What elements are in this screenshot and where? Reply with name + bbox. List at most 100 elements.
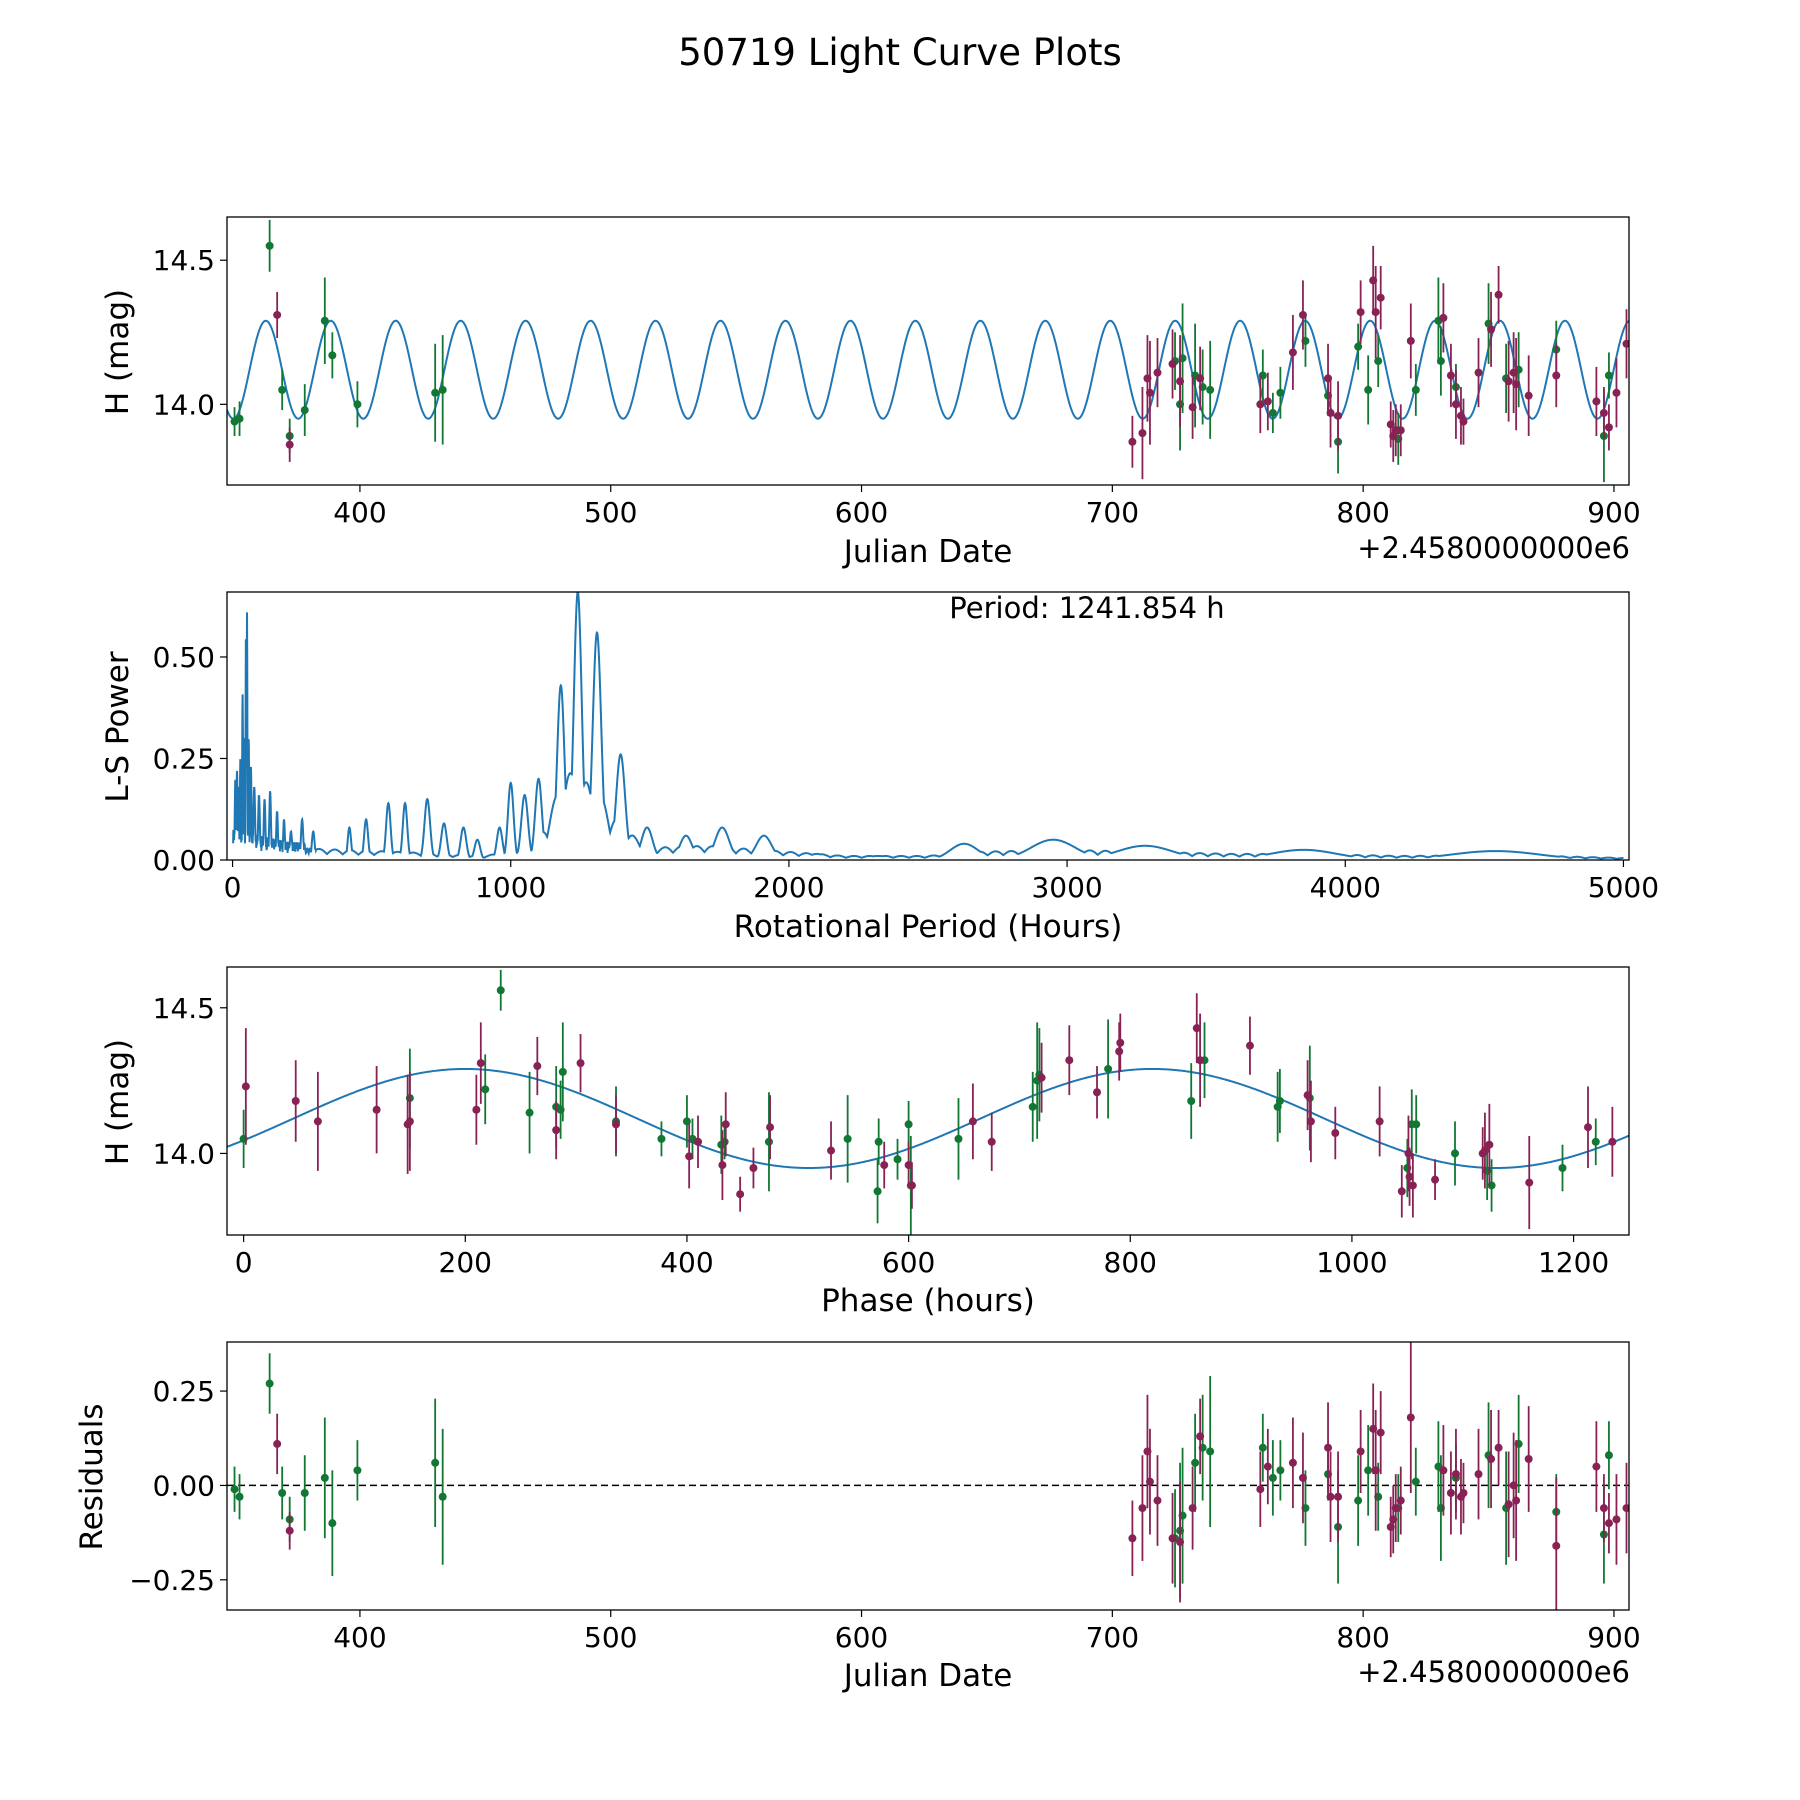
data-point-green bbox=[764, 1137, 773, 1146]
data-point-red bbox=[1512, 1496, 1521, 1505]
data-point-red bbox=[1446, 1488, 1455, 1497]
light_curve-x-tick-label: 600 bbox=[835, 496, 888, 529]
residuals-axes-frame bbox=[226, 1341, 1630, 1611]
periodogram-plot-area bbox=[232, 592, 1624, 860]
light_curve-x-tick-label: 500 bbox=[584, 496, 637, 529]
data-point-green bbox=[1258, 1443, 1267, 1452]
data-point-red bbox=[1592, 1462, 1601, 1471]
data-point-green bbox=[1364, 1466, 1373, 1475]
data-point-red bbox=[766, 1123, 775, 1132]
phased-fit-curve bbox=[227, 1067, 1629, 1169]
phased-x-tick-label: 200 bbox=[439, 1246, 492, 1279]
data-point-red bbox=[694, 1137, 703, 1146]
phased-y-label: H (mag) bbox=[100, 1039, 136, 1165]
data-point-red bbox=[1599, 1504, 1608, 1513]
data-point-green bbox=[1276, 1466, 1285, 1475]
residuals-plot-area bbox=[227, 1342, 1629, 1610]
data-point-red bbox=[1451, 400, 1460, 409]
data-point-green bbox=[1276, 388, 1285, 397]
data-point-red bbox=[880, 1161, 889, 1170]
data-point-green bbox=[558, 1067, 567, 1076]
data-point-red bbox=[1376, 293, 1385, 302]
phased-x-label: Phase (hours) bbox=[821, 1283, 1035, 1319]
phased-x-tick-label: 0 bbox=[235, 1246, 253, 1279]
light_curve-axes-frame bbox=[226, 216, 1630, 486]
data-point-green bbox=[230, 1485, 239, 1494]
data-point-red bbox=[721, 1120, 730, 1129]
data-point-green bbox=[873, 1187, 882, 1196]
residuals-x-tick-label: 400 bbox=[333, 1621, 386, 1654]
data-point-green bbox=[1604, 1451, 1613, 1460]
periodogram-axes-frame bbox=[226, 591, 1630, 861]
data-point-red bbox=[533, 1062, 542, 1071]
light-curve-x-offset: +2.4580000000e6 bbox=[1357, 531, 1630, 565]
data-point-red bbox=[1334, 411, 1343, 420]
data-point-red bbox=[749, 1164, 758, 1172]
data-point-red bbox=[291, 1097, 300, 1105]
data-point-green bbox=[438, 1492, 447, 1501]
data-point-red bbox=[1474, 368, 1483, 377]
data-point-red bbox=[1303, 1091, 1312, 1100]
data-point-red bbox=[1356, 308, 1365, 317]
light-curve-x-label: Julian Date bbox=[842, 534, 1013, 570]
data-point-green bbox=[265, 241, 274, 250]
data-point-red bbox=[1196, 374, 1205, 383]
data-point-green bbox=[1206, 385, 1215, 394]
phased-panel: Phase (hours) H (mag) 0 200 400 600 800 1000 1… bbox=[100, 966, 1630, 1319]
periodogram-panel: Rotational Period (Hours) L-S Power Peri… bbox=[100, 591, 1659, 945]
residuals-x-tick-label: 900 bbox=[1587, 1621, 1640, 1654]
periodogram-y-label: L-S Power bbox=[100, 651, 136, 802]
data-point-green bbox=[893, 1155, 902, 1164]
phased-x-tick-label: 600 bbox=[882, 1246, 935, 1279]
data-point-red bbox=[1196, 1432, 1205, 1441]
period-annotation: Period: 1241.854 h bbox=[949, 591, 1224, 625]
data-point-red bbox=[1487, 1455, 1496, 1464]
data-point-red bbox=[1263, 1462, 1272, 1471]
data-point-green bbox=[496, 986, 505, 995]
data-point-red bbox=[1612, 1515, 1621, 1524]
residuals-y-tick-label: 0.00 bbox=[153, 1469, 215, 1502]
phased-plot-area bbox=[227, 969, 1629, 1235]
periodogram-y-tick-label: 0.25 bbox=[153, 742, 215, 775]
data-point-green bbox=[328, 351, 337, 360]
light_curve-x-tick-label: 700 bbox=[1086, 496, 1139, 529]
data-point-red bbox=[1494, 1443, 1503, 1452]
data-point-red bbox=[1288, 348, 1297, 357]
data-point-red bbox=[1406, 1413, 1415, 1422]
data-point-red bbox=[1480, 1146, 1489, 1155]
data-point-red bbox=[1552, 1541, 1561, 1550]
data-point-red bbox=[273, 310, 282, 319]
data-point-red bbox=[1608, 1137, 1617, 1146]
periodogram-x-tick-label: 1000 bbox=[475, 871, 546, 904]
data-point-red bbox=[827, 1146, 836, 1155]
data-point-green bbox=[843, 1134, 852, 1143]
residuals-x-offset: +2.4580000000e6 bbox=[1357, 1655, 1630, 1689]
light_curve-x-tick-label: 400 bbox=[333, 496, 386, 529]
data-point-red bbox=[1263, 397, 1272, 406]
data-point-red bbox=[1176, 1538, 1185, 1547]
data-point-green bbox=[1028, 1102, 1037, 1111]
residuals-x-tick-label: 700 bbox=[1086, 1621, 1139, 1654]
data-point-red bbox=[987, 1137, 996, 1146]
periodogram-x-tick-label: 2000 bbox=[753, 871, 824, 904]
light_curve-y-tick-label: 14.0 bbox=[153, 388, 215, 421]
data-point-red bbox=[612, 1120, 621, 1129]
data-point-green bbox=[1412, 1120, 1421, 1129]
data-point-green bbox=[954, 1134, 963, 1143]
data-point-red bbox=[1306, 1117, 1315, 1126]
data-point-red bbox=[1459, 417, 1468, 426]
data-point-red bbox=[968, 1117, 977, 1126]
phased-x-tick-label: 1000 bbox=[1316, 1246, 1387, 1279]
light-curve-panel: Julian Date H (mag) +2.4580000000e6 400 5… bbox=[100, 216, 1641, 570]
data-point-green bbox=[278, 1488, 287, 1497]
data-point-green bbox=[431, 388, 440, 397]
data-point-green bbox=[1354, 1496, 1363, 1505]
data-point-red bbox=[273, 1439, 282, 1448]
data-point-green bbox=[874, 1137, 883, 1146]
phased-axes-frame bbox=[226, 966, 1630, 1236]
data-point-red bbox=[285, 1526, 294, 1535]
data-point-red bbox=[1494, 290, 1503, 299]
data-point-green bbox=[657, 1134, 666, 1143]
data-point-red bbox=[1404, 1149, 1413, 1158]
data-point-green bbox=[320, 1473, 329, 1482]
